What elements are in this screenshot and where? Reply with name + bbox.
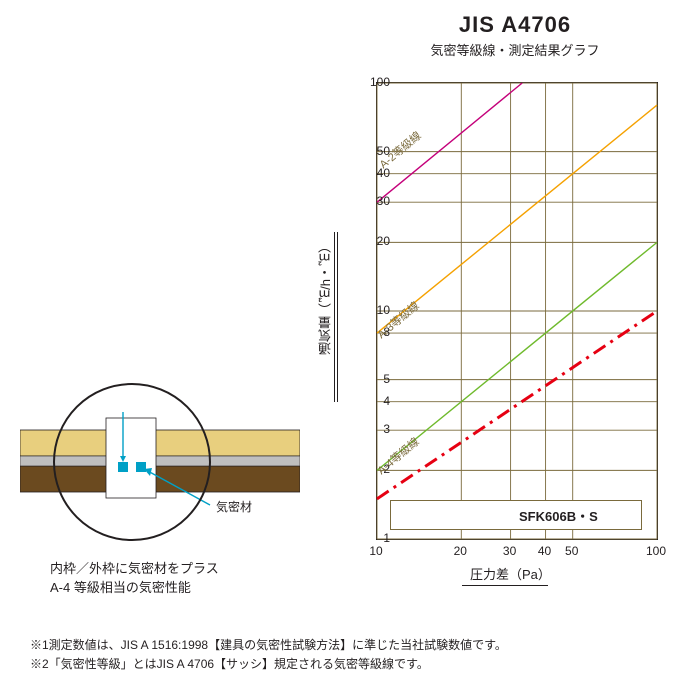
seal-label: 気密材 bbox=[216, 498, 252, 515]
chart-title: JIS A4706 bbox=[350, 12, 680, 38]
ytick-4: 4 bbox=[360, 394, 390, 408]
y-axis-label: 通気量（㎥/h・㎡） bbox=[316, 240, 335, 355]
ytick-5: 5 bbox=[360, 372, 390, 386]
ytick-30: 30 bbox=[360, 194, 390, 208]
legend: SFK606B・S bbox=[390, 500, 642, 530]
xtick-10: 10 bbox=[369, 544, 382, 558]
footnotes: ※1測定数値は、JIS A 1516:1998【建具の気密性試験方法】に準じた当… bbox=[30, 636, 507, 673]
chart-subtitle: 気密等級線・測定結果グラフ bbox=[350, 40, 680, 59]
footnote-1: ※1測定数値は、JIS A 1516:1998【建具の気密性試験方法】に準じた当… bbox=[30, 636, 507, 655]
xtick-40: 40 bbox=[538, 544, 551, 558]
diagram-caption: 内枠／外枠に気密材をプラス A-4 等級相当の気密性能 bbox=[50, 560, 219, 598]
airtightness-chart: 通気量（㎥/h・㎡） 12345810203040501001020304050… bbox=[320, 60, 680, 590]
ytick-3: 3 bbox=[360, 422, 390, 436]
xtick-30: 30 bbox=[503, 544, 516, 558]
footnote-2: ※2「気密性等級」とはJIS A 4706【サッシ】規定される気密等級線です。 bbox=[30, 655, 507, 674]
ytick-1: 1 bbox=[360, 531, 390, 545]
ytick-10: 10 bbox=[360, 303, 390, 317]
xtick-20: 20 bbox=[454, 544, 467, 558]
x-axis-label: 圧力差（Pa） bbox=[470, 564, 551, 583]
xtick-100: 100 bbox=[646, 544, 666, 558]
ytick-100: 100 bbox=[360, 75, 390, 89]
xtick-50: 50 bbox=[565, 544, 578, 558]
ytick-20: 20 bbox=[360, 234, 390, 248]
legend-label: SFK606B・S bbox=[519, 506, 598, 525]
